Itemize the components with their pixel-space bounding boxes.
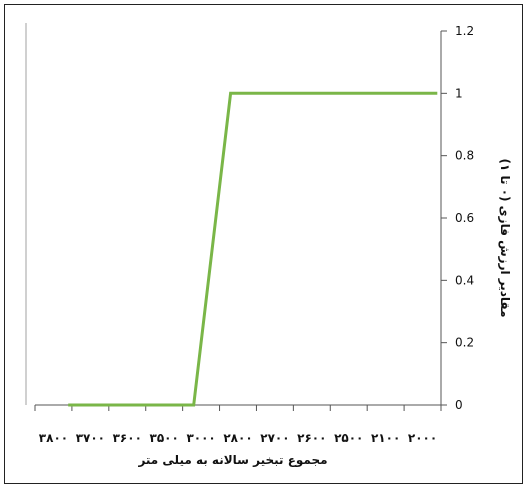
- x-tick-label: ۲۰۰۰: [408, 431, 437, 445]
- y-tick-label: 0: [455, 398, 463, 412]
- x-tick-label: ۲۵۰۰: [334, 431, 363, 445]
- x-tick-label: ۲۷۰۰: [260, 431, 289, 445]
- x-tick-label: ۳۰۰۰: [186, 431, 215, 445]
- y-tick-label: 0.2: [455, 336, 474, 350]
- x-tick-label: ۲۱۰۰: [371, 431, 400, 445]
- x-tick-label: ۳۵۰۰: [150, 431, 179, 445]
- y-tick-label: 1.2: [455, 24, 474, 38]
- series-group: [68, 91, 438, 407]
- chart-frame: ۲۰۰۰ ۲۱۰۰ ۲۵۰۰ ۲۶۰۰ ۲۷۰۰ ۲۸۰۰ ۳۰۰۰ ۳۵۰۰ ۳۶۰۰ ۳۷۰۰…: [4, 4, 523, 484]
- y-tick-label: 0.8: [455, 149, 474, 163]
- line-chart: ۲۰۰۰ ۲۱۰۰ ۲۵۰۰ ۲۶۰۰ ۲۷۰۰ ۲۸۰۰ ۳۰۰۰ ۳۵۰۰ ۳۶۰۰ ۳۷۰۰…: [25, 23, 512, 468]
- y-tick-label: 0.6: [455, 211, 474, 225]
- x-tick-label: ۳۸۰۰: [39, 431, 68, 445]
- y-tick-label: 0.4: [455, 273, 474, 287]
- x-axis-title: مجموع تبخیر سالانه به میلی متر: [137, 453, 327, 468]
- x-ticks: ۲۰۰۰ ۲۱۰۰ ۲۵۰۰ ۲۶۰۰ ۲۷۰۰ ۲۸۰۰ ۳۰۰۰ ۳۵۰۰ ۳۶۰۰ ۳۷۰۰…: [34, 405, 442, 445]
- x-tick-label: ۲۶۰۰: [297, 431, 326, 445]
- x-tick-label: ۳۶۰۰: [113, 431, 142, 445]
- series-line: [68, 91, 438, 407]
- y-ticks: 0 0.2 0.4 0.6 0.8 1 1.2: [441, 24, 474, 412]
- x-tick-label: ۳۷۰۰: [76, 431, 105, 445]
- y-axis-title: مقادیر ارزش فازی (۰ تا ۱): [498, 159, 512, 318]
- y-tick-label: 1: [455, 86, 463, 100]
- x-tick-label: ۲۸۰۰: [223, 431, 252, 445]
